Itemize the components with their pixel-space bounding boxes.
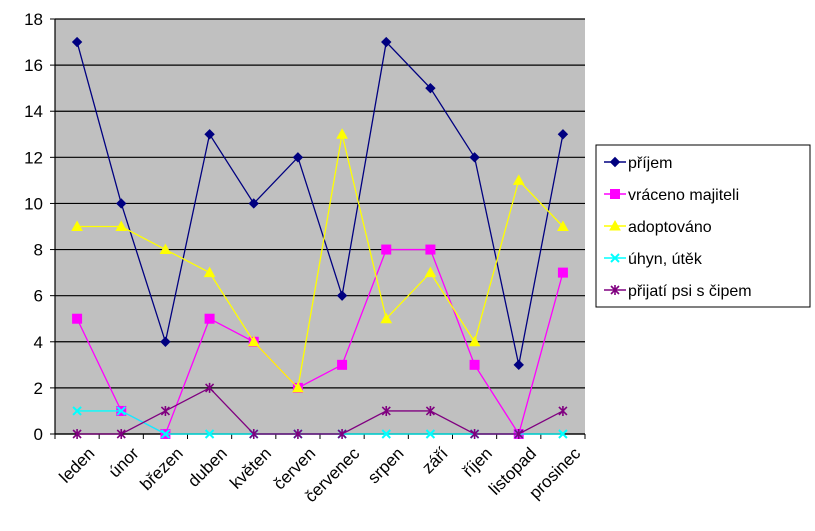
data-point: [557, 129, 569, 140]
legend: příjem vráceno majiteli adoptováno úhyn, út…: [595, 144, 811, 308]
legend-swatch-marker: [609, 156, 621, 168]
data-point: [557, 267, 568, 278]
data-point: [292, 381, 304, 393]
data-point: [72, 313, 83, 324]
data-point: [468, 335, 481, 347]
x-tick-label: říjen: [459, 444, 496, 481]
legend-swatch-marker: [610, 189, 620, 199]
data-point: [293, 429, 303, 439]
data-point: [247, 335, 260, 347]
legend-box: [595, 144, 811, 308]
series-line: [77, 387, 564, 435]
data-point: [425, 429, 436, 439]
x-tick-label: březen: [137, 444, 187, 494]
data-point: [160, 336, 171, 347]
series-1: [71, 36, 569, 371]
x-tick-label: duben: [184, 444, 231, 491]
data-point: [425, 405, 435, 416]
series-line: [77, 134, 564, 390]
y-tick-label: 4: [34, 333, 43, 352]
series-line: [76, 40, 564, 365]
data-point: [425, 82, 436, 94]
legend-item: adoptováno: [604, 219, 712, 236]
data-point: [204, 429, 215, 439]
data-point: [381, 429, 391, 439]
series-3: [71, 128, 569, 393]
data-point: [558, 405, 568, 416]
data-point: [204, 129, 215, 140]
data-point: [512, 174, 525, 185]
data-point: [337, 429, 347, 439]
data-point: [424, 266, 437, 278]
legend-label: adoptováno: [628, 219, 712, 236]
data-point: [470, 429, 480, 439]
data-point: [115, 220, 128, 231]
legend-label: vráceno majiteli: [628, 187, 739, 204]
data-point: [72, 406, 82, 416]
data-point: [381, 244, 392, 255]
legend-label: přijatí psi s čipem: [628, 283, 752, 300]
x-axis-ticks: leden únorbřezendubenkvětenčervenčervenec…: [54, 434, 586, 506]
series-group: [71, 36, 569, 439]
y-tick-label: 12: [24, 148, 43, 167]
y-tick-label: 16: [24, 56, 43, 75]
data-point: [116, 429, 126, 439]
data-point: [71, 220, 83, 231]
data-point: [381, 405, 391, 416]
data-point: [71, 36, 83, 48]
data-point: [513, 359, 524, 371]
y-axis-ticks: 0 2 4 6 8 10 12 14 16 18: [24, 10, 43, 444]
data-point: [160, 405, 170, 416]
data-point: [204, 313, 215, 324]
data-point: [72, 429, 82, 439]
series-5: [72, 382, 568, 439]
y-tick-label: 10: [24, 194, 43, 213]
y-tick-label: 18: [24, 10, 43, 29]
data-point: [205, 382, 215, 393]
data-point: [249, 429, 259, 439]
data-point: [425, 244, 436, 255]
data-point: [380, 312, 393, 324]
data-point: [159, 243, 172, 255]
data-point: [381, 36, 392, 48]
x-tick-label: leden: [56, 444, 99, 487]
legend-swatch-marker: [610, 253, 620, 263]
x-tick-label: září: [418, 444, 452, 478]
y-tick-label: 2: [34, 379, 43, 398]
legend-item: příjem: [604, 155, 672, 172]
data-point: [557, 220, 569, 231]
legend-label: příjem: [628, 155, 672, 172]
legend-swatch-marker: [610, 285, 620, 295]
data-point: [558, 429, 568, 439]
y-tick-label: 6: [34, 287, 43, 306]
legend-item: přijatí psi s čipem: [604, 283, 752, 300]
x-tick-label: srpen: [364, 444, 408, 488]
data-point: [336, 128, 348, 139]
data-point: [469, 152, 480, 163]
legend-item: úhyn, útěk: [604, 251, 703, 268]
legend-label: úhyn, útěk: [628, 251, 703, 268]
legend-swatch-marker: [609, 219, 621, 231]
data-point: [469, 359, 480, 370]
y-tick-label: 8: [34, 241, 43, 260]
data-point: [203, 266, 216, 278]
data-point: [116, 406, 126, 416]
x-tick-label: květen: [226, 444, 275, 493]
data-point: [160, 429, 171, 439]
data-point: [248, 198, 259, 209]
data-point: [337, 359, 348, 370]
y-tick-label: 0: [34, 425, 43, 444]
legend-item: vráceno majiteli: [604, 187, 739, 204]
data-point: [514, 429, 524, 439]
data-point: [336, 290, 348, 301]
data-point: [116, 198, 127, 209]
y-tick-label: 14: [24, 102, 43, 121]
data-point: [292, 152, 304, 163]
x-tick-label: únor: [105, 444, 143, 482]
